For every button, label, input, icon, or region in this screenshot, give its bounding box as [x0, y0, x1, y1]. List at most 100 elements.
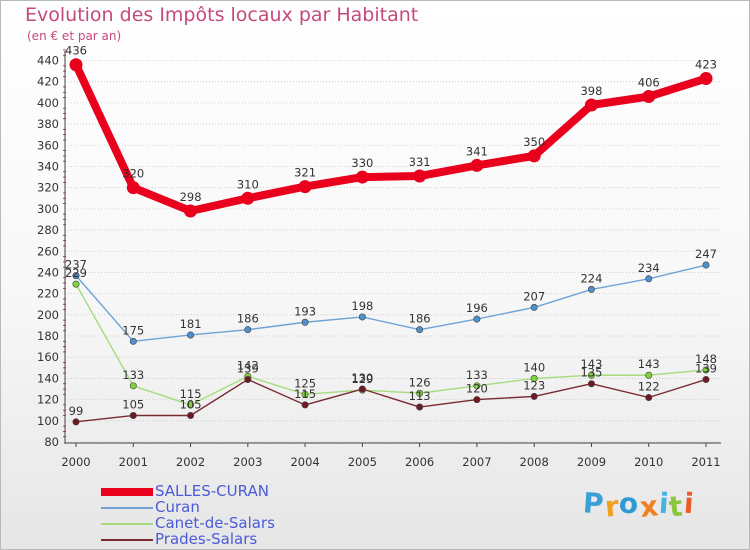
legend-item: SALLES-CURAN	[101, 482, 341, 501]
y-tick-label: 80	[44, 435, 59, 449]
data-label: 142	[237, 358, 259, 372]
x-tick-label: 2007	[462, 455, 491, 469]
data-point	[301, 390, 309, 398]
legend-label: Prades-Salars	[155, 530, 258, 548]
data-label: 436	[65, 44, 87, 58]
legend-swatch	[101, 507, 153, 509]
data-label: 423	[695, 58, 717, 72]
data-label: 129	[351, 372, 373, 386]
logo-letter: i	[682, 486, 696, 521]
data-point	[530, 374, 538, 382]
y-tick-label: 200	[37, 308, 59, 322]
data-point	[645, 275, 653, 283]
data-point	[645, 371, 653, 379]
data-label: 247	[695, 247, 717, 261]
data-label: 123	[523, 378, 545, 392]
data-label: 130	[351, 371, 373, 385]
series-line	[75, 264, 707, 343]
data-point	[587, 371, 595, 379]
y-tick-label: 100	[37, 414, 59, 428]
data-point	[413, 169, 427, 183]
data-label: 115	[180, 387, 202, 401]
data-label: 341	[466, 144, 488, 158]
data-label: 133	[122, 368, 144, 382]
data-label: 133	[466, 368, 488, 382]
data-point	[473, 315, 481, 323]
data-label: 298	[180, 190, 202, 204]
data-point	[187, 401, 195, 409]
data-point	[358, 385, 366, 393]
data-label: 330	[351, 156, 373, 170]
x-tick-label: 2004	[290, 455, 319, 469]
data-label: 198	[351, 299, 373, 313]
data-label: 406	[638, 76, 660, 90]
series-canet-de-salars	[72, 280, 710, 409]
data-label: 143	[580, 357, 602, 371]
data-point	[301, 401, 309, 409]
y-tick-label: 140	[37, 371, 59, 385]
data-point	[72, 418, 80, 426]
data-label: 181	[180, 317, 202, 331]
data-label: 398	[580, 84, 602, 98]
data-label: 148	[695, 352, 717, 366]
data-label: 99	[69, 404, 84, 418]
data-label: 196	[466, 301, 488, 315]
data-label: 310	[237, 177, 259, 191]
legend-label: Canet-de-Salars	[155, 514, 275, 532]
data-point	[702, 261, 710, 269]
y-tick-label: 320	[37, 181, 59, 195]
data-label: 186	[409, 312, 431, 326]
x-tick-label: 2000	[61, 455, 90, 469]
data-point	[584, 98, 598, 112]
data-label: 229	[65, 266, 87, 280]
legend-item: Prades-Salars	[101, 530, 341, 549]
data-label: 125	[294, 376, 316, 390]
data-point	[72, 272, 80, 280]
y-tick-label: 380	[37, 117, 59, 131]
proxiti-logo: Proxiti	[582, 486, 696, 524]
data-point	[470, 158, 484, 172]
data-label: 193	[294, 304, 316, 318]
y-tick-label: 420	[37, 75, 59, 89]
data-point	[301, 318, 309, 326]
data-point	[702, 375, 710, 383]
data-point	[129, 337, 137, 345]
data-label: 105	[180, 398, 202, 412]
y-tick-label: 180	[37, 329, 59, 343]
data-label: 224	[580, 271, 602, 285]
data-label: 122	[638, 379, 660, 393]
data-point	[187, 331, 195, 339]
data-label: 237	[65, 258, 87, 272]
chart-legend: SALLES-CURAN Curan Canet-de-Salars Prades-S…	[101, 482, 341, 549]
data-point	[587, 380, 595, 388]
data-point	[241, 191, 255, 205]
series-line	[75, 283, 707, 406]
series-salles-curan	[69, 58, 713, 218]
data-point	[184, 204, 198, 218]
legend-swatch	[101, 488, 153, 496]
series-line	[72, 60, 710, 215]
data-point	[187, 412, 195, 420]
series-curan	[72, 261, 710, 345]
y-tick-label: 300	[37, 202, 59, 216]
data-point	[129, 412, 137, 420]
legend-swatch	[101, 523, 153, 525]
y-tick-label: 400	[37, 96, 59, 110]
logo-letter: o	[618, 486, 641, 521]
legend-item: Canet-de-Salars	[101, 514, 341, 533]
x-tick-label: 2010	[634, 455, 663, 469]
legend-item: Curan	[101, 498, 341, 517]
data-point	[416, 403, 424, 411]
data-point	[416, 326, 424, 334]
y-tick-label: 220	[37, 287, 59, 301]
data-label: 175	[122, 323, 144, 337]
data-point	[527, 149, 541, 163]
series-line	[75, 378, 707, 423]
data-point	[473, 382, 481, 390]
data-label: 105	[122, 398, 144, 412]
series-prades-salars	[72, 375, 710, 426]
x-tick-label: 2001	[119, 455, 148, 469]
data-label: 113	[409, 389, 431, 403]
data-label: 126	[409, 375, 431, 389]
